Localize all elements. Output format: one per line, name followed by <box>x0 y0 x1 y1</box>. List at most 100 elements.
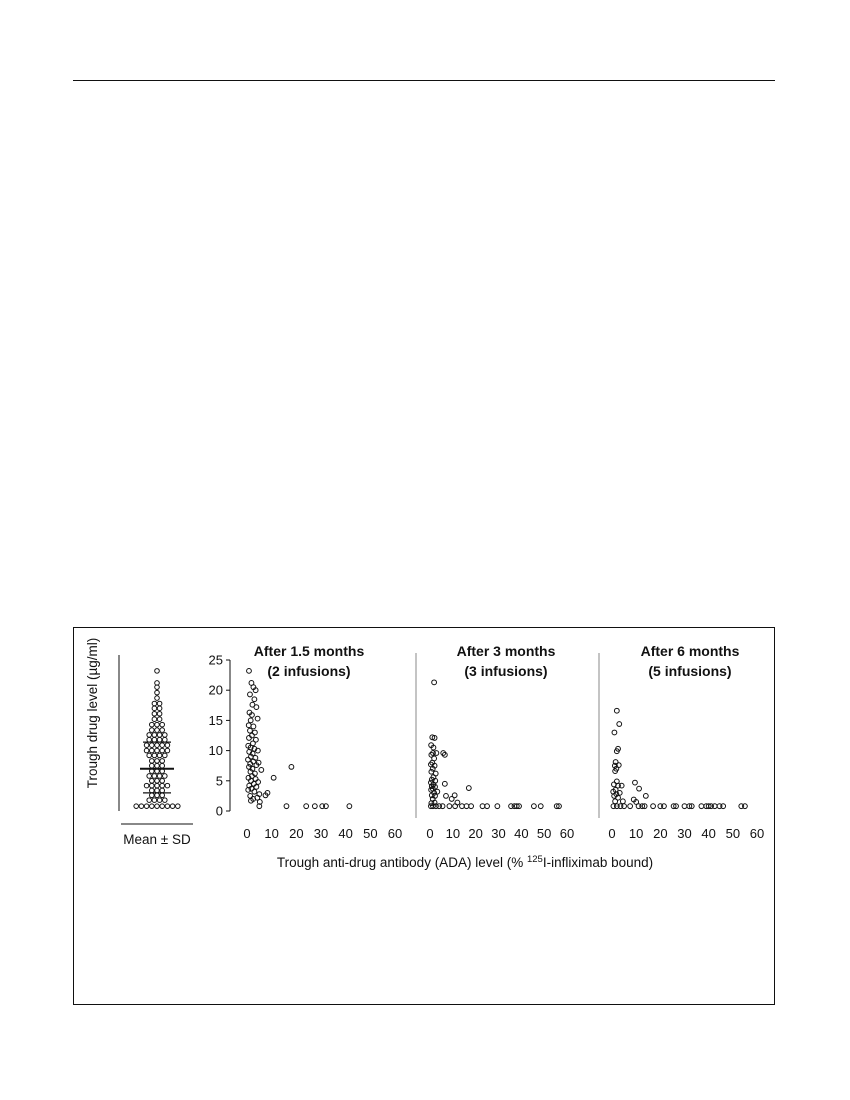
scatter-point <box>650 803 656 810</box>
dot-plot-point <box>149 778 155 784</box>
dot-plot-point <box>138 803 145 809</box>
dot-plot-point <box>175 803 181 809</box>
scatter-point <box>633 799 640 805</box>
panel-title-1: After 1.5 months <box>254 643 365 659</box>
scatter-point <box>254 715 261 722</box>
scatter-point <box>612 768 619 775</box>
dot-plot-point <box>149 727 155 733</box>
panel-subtitle-3: (5 infusions) <box>648 663 731 679</box>
scatter-point <box>431 679 438 686</box>
scatter-point <box>311 803 318 810</box>
dot-plot-point <box>159 787 165 794</box>
dot-plot-point <box>151 700 158 707</box>
scatter-point <box>465 785 472 791</box>
scatter-point <box>452 803 459 810</box>
scatter-point <box>246 735 252 741</box>
scatter-point <box>618 782 625 789</box>
scatter-point <box>254 794 261 801</box>
dot-plot-point <box>154 668 160 674</box>
y-tick-label: 0 <box>216 804 223 819</box>
dot-plot-point <box>159 721 165 728</box>
scatter-point <box>642 793 649 799</box>
dot-plot-point <box>169 803 176 809</box>
scatter-point <box>428 751 435 758</box>
scatter-point <box>742 803 748 810</box>
dot-plot-point <box>154 762 160 769</box>
dot-plot-point <box>156 710 163 717</box>
y-axis-label: Trough drug level (µg/ml) <box>85 638 100 789</box>
scatter-point <box>632 779 638 786</box>
dot-plot-point <box>162 752 168 759</box>
scatter-point <box>247 717 254 724</box>
scatter-point <box>270 774 277 781</box>
panel-title-2: After 3 months <box>457 643 556 659</box>
scatter-point <box>252 736 259 743</box>
scatter-point <box>441 780 448 787</box>
scatter-point <box>283 803 290 810</box>
dot-plot-point <box>143 803 150 809</box>
dot-plot-point <box>149 782 155 789</box>
dot-plot-point <box>151 705 158 712</box>
scatter-point <box>716 803 723 810</box>
dot-plot-point <box>154 695 160 701</box>
scatter-point <box>254 747 261 754</box>
dot-plot-point <box>154 782 160 789</box>
scatter-panel-1-5-months: After 1.5 months (2 infusions) 0 5 10 15 20 2… <box>209 643 403 841</box>
scatter-point <box>610 803 617 810</box>
x-tick-label: 60 <box>750 826 764 841</box>
scatter-point <box>612 759 619 765</box>
dot-plot-point <box>151 736 158 743</box>
dot-plot-point <box>164 742 171 748</box>
scatter-point <box>429 765 436 772</box>
dot-plot-point <box>156 736 163 743</box>
scatter-point <box>431 735 438 741</box>
scatter-point <box>705 803 712 810</box>
dot-plot-point <box>164 803 171 809</box>
x-tick-label: 0 <box>608 826 615 841</box>
dot-plot-point <box>156 773 163 779</box>
dot-plot-point <box>149 758 155 764</box>
scatter-point <box>616 789 623 796</box>
dot-plot-point <box>159 758 165 764</box>
scatter-point <box>621 803 627 810</box>
scatter-point <box>251 696 258 703</box>
scatter-point <box>619 798 626 805</box>
scatter-point <box>247 727 253 734</box>
dot-plot-point <box>159 747 165 754</box>
dot-plot-point <box>151 732 158 738</box>
scatter-point <box>657 803 664 810</box>
dot-plot-point <box>143 747 150 754</box>
scatter-point <box>251 788 258 795</box>
scatter-point <box>720 803 727 810</box>
dot-plot-point <box>151 797 158 803</box>
scatter-point <box>688 803 695 810</box>
dot-plot-point <box>146 797 152 803</box>
x-tick-label: 60 <box>388 826 402 841</box>
dot-plot-point <box>146 752 152 759</box>
scatter-point <box>468 803 475 810</box>
scatter-point <box>635 803 642 810</box>
x-tick-label: 40 <box>701 826 715 841</box>
scatter-point <box>615 794 621 801</box>
panel-subtitle-1: (2 infusions) <box>267 663 350 679</box>
dot-plot-point <box>151 716 158 722</box>
y-tick-label: 10 <box>209 743 223 758</box>
scatter-point <box>428 800 435 807</box>
scatter-point <box>616 721 623 727</box>
scatter-point <box>256 799 263 805</box>
scatter-point <box>611 729 618 736</box>
panel-subtitle-2: (3 infusions) <box>464 663 547 679</box>
scatter-point <box>516 803 522 810</box>
x-tick-label: 50 <box>363 826 377 841</box>
scatter-point <box>641 803 648 810</box>
y-tick-label: 15 <box>209 713 223 728</box>
y-tick-label: 20 <box>209 683 223 698</box>
x-tick-label: 50 <box>726 826 740 841</box>
scatter-point <box>428 786 435 793</box>
scatter-point <box>253 762 260 768</box>
dot-plot-panel: Trough drug level (µg/ml) Mean ± SD <box>85 638 193 847</box>
dot-plot-point <box>143 742 150 748</box>
scatter-point <box>612 798 619 805</box>
dot-plot-point <box>156 705 163 712</box>
scatter-point <box>508 803 514 810</box>
